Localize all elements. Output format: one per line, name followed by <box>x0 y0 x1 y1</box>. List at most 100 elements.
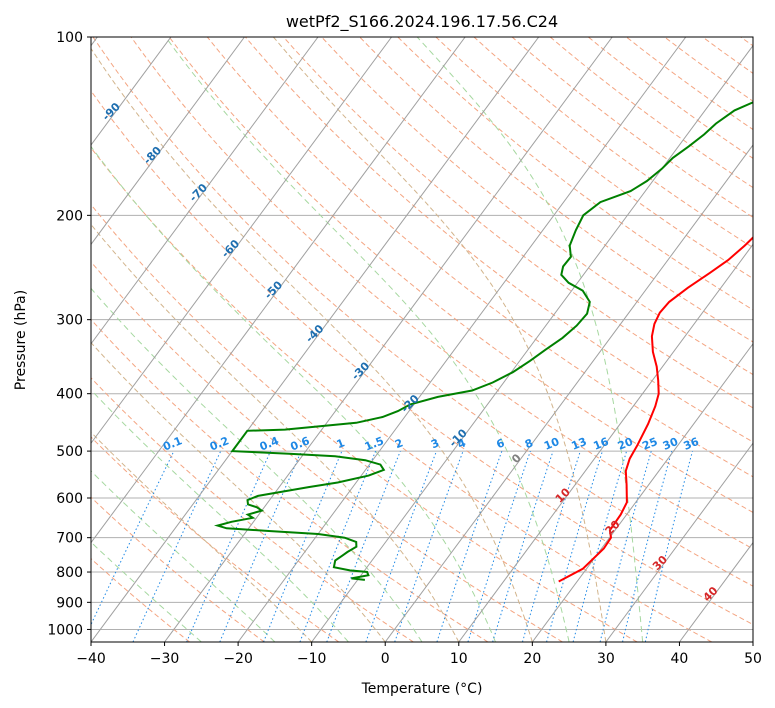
dry-adiabats <box>91 37 753 642</box>
dry-adiabat-line <box>91 318 489 642</box>
dry-adiabat-line <box>664 37 753 102</box>
isotherm-line <box>91 37 540 642</box>
dry-adiabat-line <box>91 557 190 642</box>
x-tick-label: −10 <box>297 651 327 667</box>
mixing-ratio-label: 2 <box>393 436 405 451</box>
x-axis-label: Temperature (°C) <box>361 681 483 697</box>
dry-adiabat-line <box>168 37 753 514</box>
dry-adiabat-line <box>91 261 563 642</box>
isotherm-line <box>605 442 753 642</box>
mixing-ratio-line <box>326 450 401 642</box>
isotherm-line <box>237 37 687 642</box>
mixing-ratio-label: 16 <box>592 435 611 453</box>
isotherm-line <box>164 37 613 642</box>
x-axis-ticks: −40 −30 −20 −10 0 10 20 30 40 50 <box>76 642 762 667</box>
y-tick-label: 1000 <box>47 622 83 638</box>
mixing-ratio-line <box>365 450 437 642</box>
dry-adiabat-line <box>359 37 753 343</box>
isotherm-line <box>91 37 245 246</box>
skewed-isotherms <box>91 37 753 642</box>
isotherm-line <box>752 641 753 642</box>
moist-adiabat-label: 40 <box>701 584 721 604</box>
mixing-ratio-label: 1 <box>335 436 347 451</box>
dry-adiabat-label: -30 <box>349 359 372 382</box>
dry-adiabat-line <box>549 37 753 189</box>
dry-adiabat-label: -100 <box>54 56 83 85</box>
isotherm-line <box>311 44 753 642</box>
dry-adiabat-label: -50 <box>262 278 285 301</box>
y-tick-label: 300 <box>56 313 83 329</box>
isotherm-line <box>91 37 392 445</box>
moist-adiabat-line <box>273 37 607 642</box>
moist-adiabat-label: 20 <box>603 518 623 538</box>
isotherm-line <box>91 37 319 345</box>
isotherm-line <box>679 541 753 642</box>
guide-curve-line <box>91 541 202 642</box>
mixing-ratio-line <box>572 450 628 642</box>
dry-adiabat-line <box>91 146 713 642</box>
mixing-ratio-label: 10 <box>542 435 561 453</box>
moist-adiabat-label: 30 <box>650 553 670 573</box>
dry-adiabat-line <box>91 496 265 642</box>
guide-curve-line <box>91 470 276 642</box>
dry-adiabat-line <box>702 37 753 74</box>
dry-adiabat-line <box>511 37 753 218</box>
dry-adiabat-line <box>245 37 753 443</box>
sounding-line <box>558 236 753 583</box>
dry-adiabat-label: -80 <box>141 144 164 167</box>
guide-curve-line <box>91 389 349 642</box>
sounding-line <box>213 101 753 581</box>
x-tick-label: −40 <box>76 651 106 667</box>
y-tick-label: 200 <box>56 208 83 224</box>
isotherm-line <box>384 144 753 642</box>
dry-adiabat-line <box>283 37 753 409</box>
x-tick-label: 40 <box>671 651 689 667</box>
mixing-ratio-label: 8 <box>523 436 535 451</box>
x-tick-label: 30 <box>597 651 615 667</box>
dry-adiabat-label: -20 <box>399 392 422 415</box>
moist-adiabat-label: 10 <box>553 485 573 505</box>
mixing-ratio-label: 20 <box>616 435 635 453</box>
isotherm-line <box>91 37 466 544</box>
x-tick-label: −30 <box>150 651 180 667</box>
mixing-ratio-line <box>492 450 554 642</box>
mixing-ratio-line <box>394 450 464 642</box>
dry-adiabat-line <box>91 436 340 642</box>
dry-adiabat-line <box>321 37 753 376</box>
dry-adiabat-line <box>130 37 753 550</box>
mixing-ratio-line <box>522 450 581 642</box>
isotherm-line <box>531 342 753 642</box>
moist-adiabat-line <box>91 47 533 642</box>
plot-area: 0.1 0.2 0.4 0.6 1 1.5 2 3 4 6 8 10 13 16 20 25 30 36-100-… <box>54 37 753 642</box>
mixing-ratio-line <box>467 450 531 642</box>
isobar-gridlines <box>91 37 753 630</box>
y-tick-label: 800 <box>56 565 83 581</box>
y-tick-label: 100 <box>56 30 83 46</box>
mixing-ratio-label: 13 <box>569 435 588 453</box>
x-tick-label: 50 <box>744 651 762 667</box>
dry-adiabat-line <box>91 377 414 642</box>
x-tick-label: 20 <box>523 651 541 667</box>
x-tick-label: 0 <box>381 651 390 667</box>
dry-adiabat-label: -90 <box>100 100 123 123</box>
dry-adiabat-line <box>740 37 753 47</box>
x-tick-label: −20 <box>223 651 253 667</box>
dry-adiabat-label: -70 <box>187 181 210 204</box>
guide-curve-line <box>91 287 423 642</box>
mixing-ratio-line <box>263 450 343 642</box>
y-tick-label: 600 <box>56 491 83 507</box>
guide-curve-line <box>165 37 570 642</box>
mixing-ratio-lines <box>91 450 693 642</box>
mixing-ratio-line <box>599 450 652 642</box>
mixing-ratio-label: 25 <box>640 435 659 453</box>
x-tick-label: 10 <box>450 651 468 667</box>
y-tick-label: 400 <box>56 387 83 403</box>
mixing-ratio-line <box>299 450 377 642</box>
dry-adiabat-line <box>435 37 753 280</box>
dry-adiabat-line <box>91 90 753 626</box>
dry-adiabat-line <box>91 203 638 642</box>
y-tick-label: 700 <box>56 531 83 547</box>
mixing-ratio-line <box>186 450 272 642</box>
mixing-ratio-label: 6 <box>495 436 507 451</box>
